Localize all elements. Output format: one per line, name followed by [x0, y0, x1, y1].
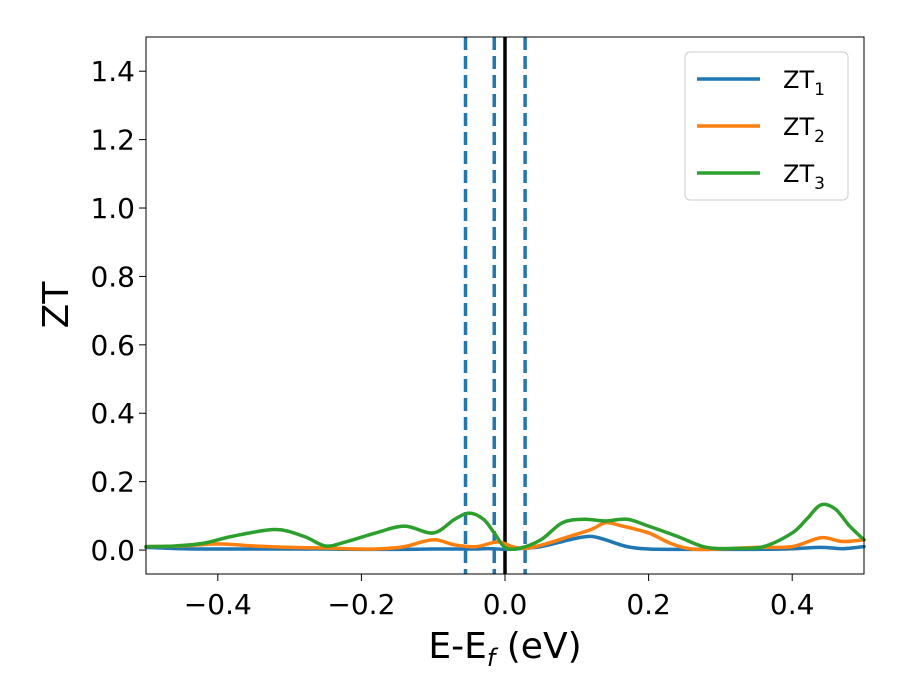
- legend-label-zt2: ZT2: [783, 113, 825, 147]
- x-tick-label: −0.2: [327, 588, 395, 621]
- x-axis-label: E-Ef (eV): [428, 626, 581, 672]
- x-tick-label: −0.4: [184, 588, 252, 621]
- x-tick-label: 0.0: [483, 588, 528, 621]
- y-tick-label: 0.6: [90, 329, 135, 362]
- axis-ticks: −0.4 −0.2 0.0 0.2 0.4 0.0 0.2 0.4 0.6 0.8 1.0 1.2 1.…: [90, 55, 814, 621]
- legend-label-zt3: ZT3: [783, 160, 825, 194]
- legend: ZT1 ZT2 ZT3: [684, 51, 849, 201]
- x-tick-label: 0.4: [770, 588, 815, 621]
- series-lines: [144, 502, 866, 552]
- y-axis-label: ZT: [36, 281, 77, 329]
- y-tick-label: 0.0: [90, 534, 135, 567]
- y-tick-label: 1.0: [90, 192, 135, 225]
- x-tick-label: 0.2: [626, 588, 671, 621]
- y-tick-label: 0.4: [90, 397, 135, 430]
- y-tick-label: 1.4: [90, 55, 135, 88]
- reference-lines: [463, 37, 527, 574]
- legend-box: [684, 51, 849, 201]
- y-tick-label: 1.2: [90, 124, 135, 157]
- y-tick-label: 0.8: [90, 260, 135, 293]
- y-tick-label: 0.2: [90, 466, 135, 499]
- x-axis-label-unit: (eV): [495, 626, 581, 667]
- series-line-zt3: [144, 502, 866, 552]
- legend-label-zt1: ZT1: [783, 66, 825, 100]
